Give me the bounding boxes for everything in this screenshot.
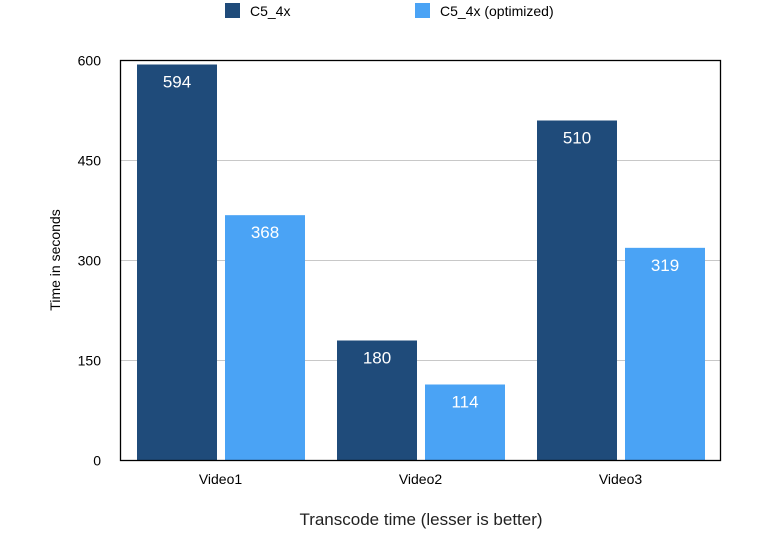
legend-swatch <box>225 3 240 18</box>
data-label: 180 <box>363 349 391 368</box>
plot-frame <box>119 59 722 462</box>
data-label: 594 <box>163 73 191 92</box>
bar-video2-series-1 <box>337 340 417 461</box>
legend-swatch <box>415 3 430 18</box>
bar-video3-series-1 <box>537 120 617 461</box>
data-label: 368 <box>251 223 279 242</box>
x-axis-label: Transcode time (lesser is better) <box>299 510 542 529</box>
legend-label: C5_4x <box>250 3 290 19</box>
bar-video1-series-1 <box>137 64 217 461</box>
legend-label: C5_4x (optimized) <box>440 3 554 19</box>
legend: C5_4x C5_4x (optimized) <box>225 3 554 19</box>
gridlines <box>120 160 721 361</box>
bar-video3-series-2 <box>625 247 705 461</box>
data-label: 114 <box>451 393 478 412</box>
x-tick-label: Video3 <box>599 471 643 487</box>
y-axis-ticks: 0 150 300 450 600 <box>78 53 102 469</box>
y-tick-label: 300 <box>78 253 102 269</box>
y-tick-label: 450 <box>78 153 102 169</box>
y-tick-label: 600 <box>78 53 102 69</box>
x-tick-label: Video1 <box>199 471 243 487</box>
bar-video1-series-2 <box>225 215 305 461</box>
y-tick-label: 150 <box>78 353 102 369</box>
y-axis-label: Time in seconds <box>47 209 63 310</box>
data-label: 319 <box>651 256 679 275</box>
y-tick-label: 0 <box>93 453 101 469</box>
x-axis-ticks: Video1 Video2 Video3 <box>199 471 643 487</box>
x-tick-label: Video2 <box>399 471 443 487</box>
data-label: 510 <box>563 129 591 148</box>
bars: 594 368 180 114 510 319 <box>137 64 705 461</box>
bar-video2-series-2 <box>425 384 505 461</box>
